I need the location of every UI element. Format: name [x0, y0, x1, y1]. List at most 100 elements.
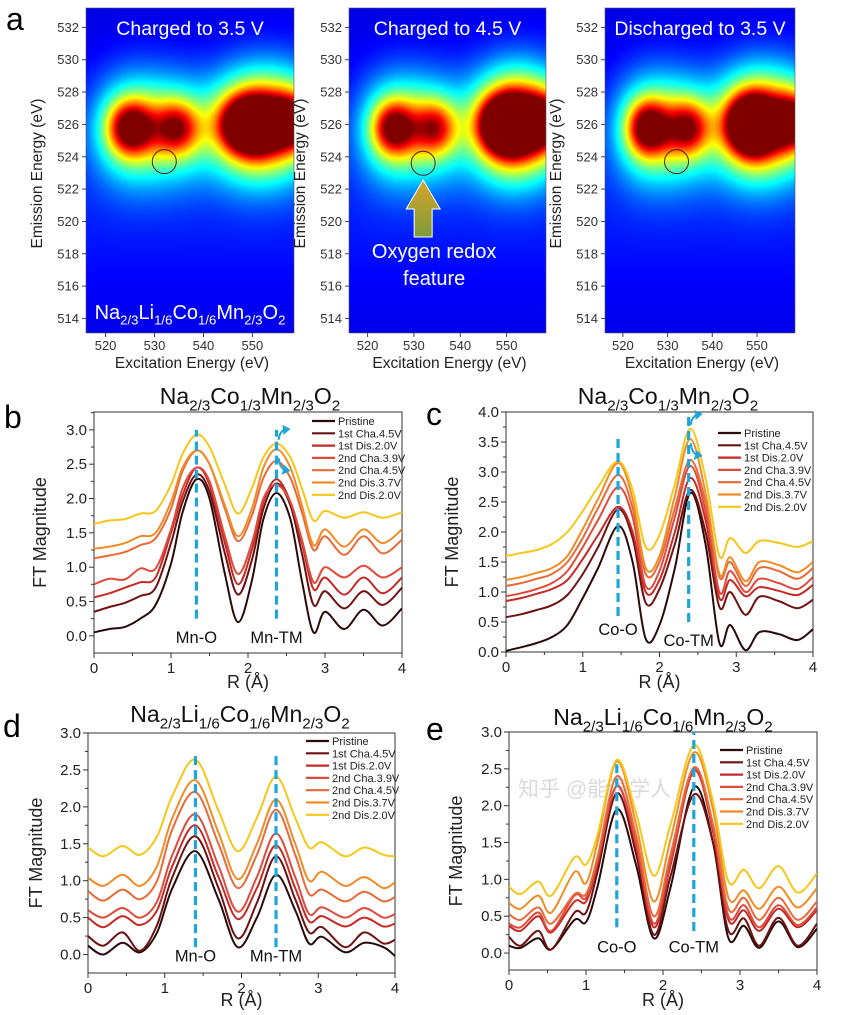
x-tick-label: 520: [357, 338, 379, 353]
x-axis-label: Excitation Energy (eV): [372, 355, 526, 372]
x-tick-label: 540: [193, 338, 215, 353]
formula-text: Mn: [261, 383, 293, 409]
subscript: 2: [278, 313, 285, 328]
subscript: 2: [332, 397, 340, 414]
y-tick-label: 2.5: [66, 456, 87, 473]
legend-label: 2nd Cha.4.5V: [744, 477, 812, 489]
y-tick-label: 526: [57, 117, 79, 132]
circle-marker: [664, 149, 690, 175]
legend-label: 2nd Cha.3.9V: [338, 453, 406, 465]
x-tick-label: 3: [321, 660, 329, 677]
y-tick-label: 520: [57, 214, 79, 229]
series-line-1st-dis-2-0v: [88, 824, 395, 929]
subscript: 2/3: [607, 397, 628, 414]
x-axis-label: R (Å): [221, 990, 263, 1010]
y-tick-label: 0.5: [478, 614, 499, 631]
subscript: 2/3: [583, 718, 604, 735]
panel-label-d: d: [3, 708, 21, 744]
legend-label: 2nd Cha.4.5V: [746, 794, 814, 806]
y-tick-label: 0.5: [66, 594, 87, 611]
subscript: 2/3: [189, 397, 210, 414]
formula-text: Li: [604, 704, 622, 730]
circle-marker: [410, 150, 436, 176]
formula-text: Mn: [679, 383, 711, 409]
y-tick-label: 514: [320, 311, 342, 326]
formula-text: O: [746, 704, 764, 730]
y-tick-label: 1.0: [481, 871, 502, 888]
x-tick-label: 550: [746, 338, 768, 353]
peak-label: Mn-O: [176, 629, 217, 647]
peak-label: Mn-O: [175, 948, 216, 966]
heatmap-title: Charged to 3.5 V: [116, 18, 263, 40]
formula-text: Mn: [693, 704, 725, 730]
y-tick-label: 518: [576, 246, 598, 261]
series-group: [94, 433, 402, 635]
formula-text: Na: [578, 383, 608, 409]
y-tick-label: 524: [320, 149, 342, 164]
x-tick-label: 540: [701, 338, 723, 353]
legend-label: 1st Cha.4.5V: [338, 428, 402, 440]
series-line-2nd-cha-3-9v: [506, 465, 813, 598]
y-tick-label: 3.5: [478, 434, 499, 451]
formula-text: O: [323, 701, 341, 727]
y-tick-label: 530: [576, 52, 598, 67]
x-tick-label: 530: [144, 338, 166, 353]
x-tick-label: 0: [505, 977, 513, 994]
x-tick-label: 540: [449, 338, 471, 353]
x-tick-label: 4: [809, 659, 817, 676]
y-tick-label: 518: [57, 246, 79, 261]
arrow-head-icon: [282, 424, 291, 435]
y-tick-label: 522: [57, 182, 79, 197]
y-tick-label: 522: [576, 182, 598, 197]
y-tick-label: 528: [320, 85, 342, 100]
y-tick-label: 516: [57, 279, 79, 294]
compound-annotation: Na2/3Li1/6Co1/6Mn2/3O2: [95, 302, 286, 328]
formula-text: Na: [160, 383, 190, 409]
series-line-2nd-cha-4-5v: [88, 791, 395, 903]
formula-text: Na: [130, 701, 160, 727]
y-tick-label: 2.5: [60, 762, 81, 779]
subscript: 1/6: [154, 313, 172, 328]
legend-label: 2nd Dis.3.7V: [332, 798, 396, 810]
y-tick-label: 0.5: [481, 908, 502, 925]
heatmap-frame: [604, 7, 796, 334]
heatmap-frame: [348, 7, 547, 334]
y-tick-label: 2.0: [66, 491, 87, 508]
x-tick-label: 530: [657, 338, 679, 353]
y-axis-label: Emission Energy (eV): [292, 99, 309, 249]
y-tick-label: 0.0: [481, 945, 502, 962]
series-line-2nd-dis-3-7v: [88, 779, 395, 890]
y-tick-label: 3.0: [66, 422, 87, 439]
series-group: [506, 427, 813, 652]
y-tick-label: 2.5: [478, 494, 499, 511]
series-line-2nd-dis-3-7v: [94, 448, 402, 550]
series-group: [88, 758, 395, 957]
formula-text: O: [263, 302, 279, 324]
formula-text: Co: [628, 383, 657, 409]
subscript: 2: [764, 718, 772, 735]
formula-text: Na: [95, 302, 121, 324]
series-line-1st-dis-2-0v: [509, 769, 817, 934]
chart-title: Na2/3Co1/3Mn2/3O2: [160, 383, 340, 414]
series-line-1st-dis-2-0v: [506, 477, 813, 602]
y-tick-label: 520: [320, 214, 342, 229]
legend-label: Pristine: [338, 416, 375, 428]
peak-label: Mn-TM: [250, 629, 302, 647]
chart-title: Na2/3Li1/6Co1/6Mn2/3O2: [553, 704, 772, 735]
peak-label: Co-TM: [669, 939, 719, 957]
x-tick-label: 3: [732, 659, 740, 676]
x-tick-label: 3: [736, 977, 744, 994]
formula-text: Co: [210, 383, 239, 409]
legend-label: 2nd Dis.3.7V: [744, 490, 808, 502]
series-line-2nd-dis-2-0v: [94, 433, 402, 525]
legend-label: 2nd Cha.4.5V: [332, 785, 400, 797]
series-line-1st-cha-4-5v: [509, 792, 817, 951]
circle-marker: [151, 149, 177, 175]
legend-label: Pristine: [744, 428, 781, 440]
y-tick-label: 516: [320, 279, 342, 294]
y-axis-label: Emission Energy (eV): [548, 99, 565, 249]
x-tick-label: 550: [242, 338, 264, 353]
y-tick-label: 532: [57, 20, 79, 35]
